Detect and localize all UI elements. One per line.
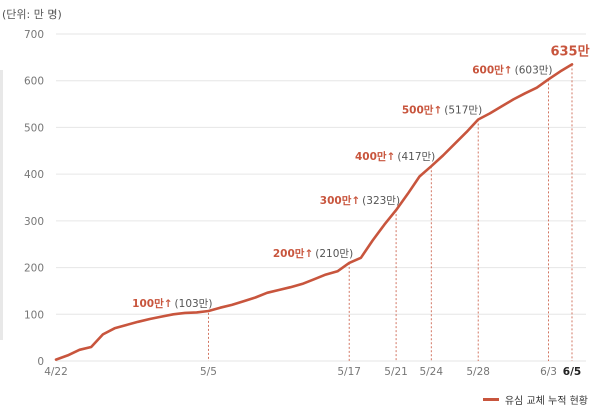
left-edge-bar: [0, 70, 3, 340]
y-tick-label: 0: [37, 356, 44, 368]
milestone-label: 500만↑ (517만): [402, 103, 482, 116]
final-value-label: 635만: [550, 43, 589, 59]
x-tick-label: 5/28: [466, 366, 490, 378]
y-tick-label: 600: [24, 76, 44, 88]
x-tick-label: 5/17: [337, 366, 361, 378]
x-tick-label: 6/5: [563, 366, 581, 378]
legend: 유심 교체 누적 현황: [482, 392, 588, 407]
x-tick-label: 4/22: [44, 366, 68, 378]
y-tick-label: 200: [24, 263, 44, 275]
y-tick-label: 700: [24, 29, 44, 41]
milestone-label: 300만↑ (323만): [320, 194, 400, 207]
legend-swatch: [482, 398, 499, 401]
x-tick-label: 5/21: [384, 366, 408, 378]
milestone-label: 400만↑ (417만): [355, 150, 435, 163]
x-tick-label: 6/3: [540, 366, 557, 378]
legend-label: 유심 교체 누적 현황: [504, 396, 588, 407]
milestone-label: 100만↑ (103만): [132, 297, 212, 310]
x-tick-label: 5/5: [200, 366, 217, 378]
y-tick-label: 100: [24, 309, 44, 321]
milestone-label: 600만↑ (603만): [472, 63, 552, 76]
unit-label: (단위: 만 명): [2, 8, 62, 21]
series-line: [54, 63, 574, 361]
y-tick-label: 300: [24, 216, 44, 228]
y-tick-label: 500: [24, 122, 44, 134]
x-tick-label: 5/24: [419, 366, 443, 378]
y-tick-label: 400: [24, 169, 44, 181]
milestone-label: 200만↑ (210만): [273, 247, 353, 260]
